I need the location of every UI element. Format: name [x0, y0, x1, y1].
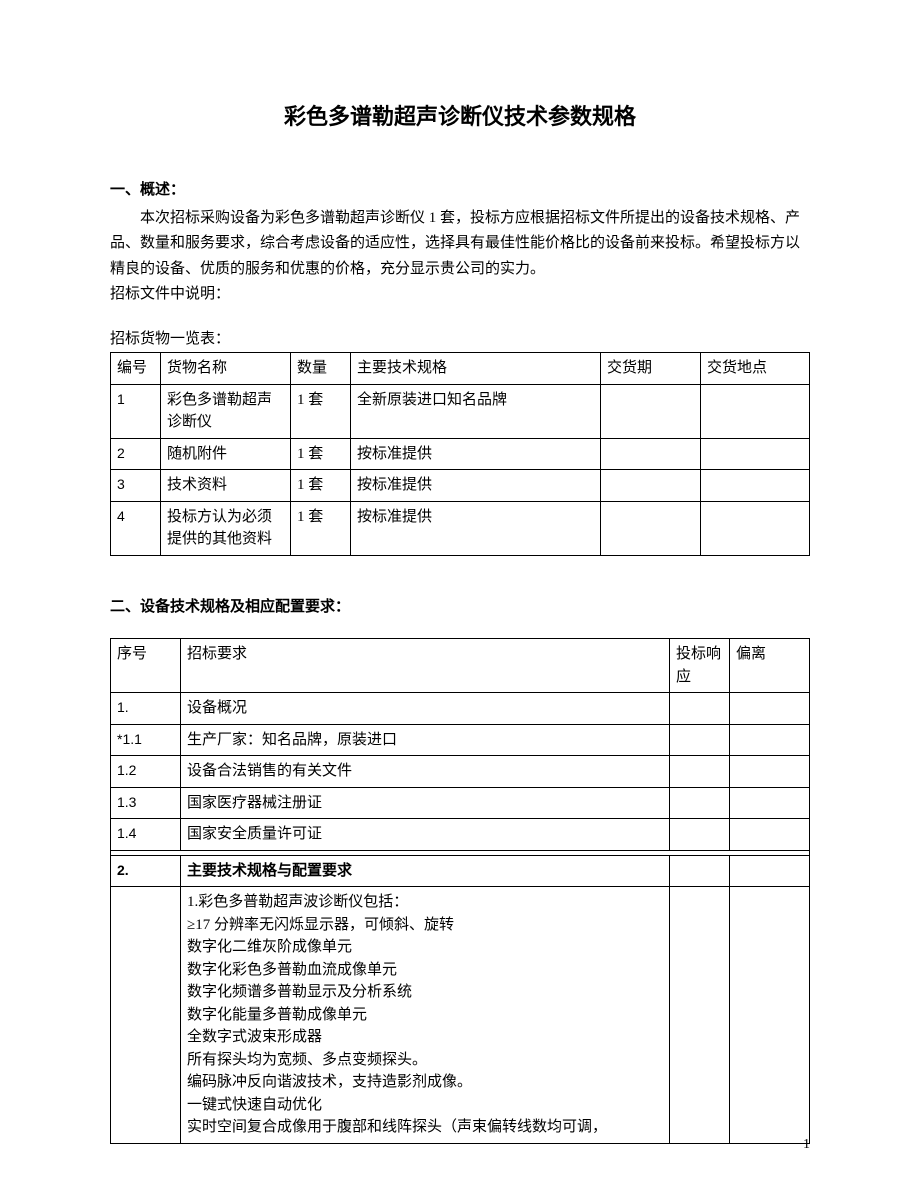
table-row: 1.4 国家安全质量许可证	[111, 819, 810, 851]
cell-resp	[670, 855, 730, 887]
cell-resp	[670, 887, 730, 1144]
cell-deliv	[601, 384, 701, 438]
table1-caption: 招标货物一览表：	[110, 328, 810, 351]
cell-req: 国家安全质量许可证	[181, 819, 670, 851]
spec-line: 数字化频谱多普勒显示及分析系统	[187, 981, 663, 1004]
table-row: *1.1 生产厂家：知名品牌，原装进口	[111, 724, 810, 756]
section1-para2: 招标文件中说明：	[110, 282, 810, 308]
section1-para1: 本次招标采购设备为彩色多谱勒超声诊断仪 1 套，投标方应根据招标文件所提出的设备…	[110, 206, 810, 283]
cell-req: 国家医疗器械注册证	[181, 787, 670, 819]
cell-seq: 1.	[111, 693, 181, 725]
cell-qty: 1 套	[291, 470, 351, 502]
table-row: 1.彩色多普勒超声波诊断仪包括： ≥17 分辨率无闪烁显示器，可倾斜、旋转 数字…	[111, 887, 810, 1144]
table-row: 3 技术资料 1 套 按标准提供	[111, 470, 810, 502]
cell-seq	[111, 887, 181, 1144]
cell-qty: 1 套	[291, 384, 351, 438]
cell-name: 投标方认为必须提供的其他资料	[161, 501, 291, 555]
spec-line: 一键式快速自动优化	[187, 1094, 663, 1117]
cell-req: 设备合法销售的有关文件	[181, 756, 670, 788]
cell-req: 主要技术规格与配置要求	[181, 855, 670, 887]
spec-line: 1.彩色多普勒超声波诊断仪包括：	[187, 891, 663, 914]
table-row: 2 随机附件 1 套 按标准提供	[111, 438, 810, 470]
th-id: 编号	[111, 353, 161, 385]
spec-line: 所有探头均为宽频、多点变频探头。	[187, 1049, 663, 1072]
cell-seq: 2.	[111, 855, 181, 887]
table-row: 4 投标方认为必须提供的其他资料 1 套 按标准提供	[111, 501, 810, 555]
cell-seq: *1.1	[111, 724, 181, 756]
cell-qty: 1 套	[291, 501, 351, 555]
cell-dev	[730, 693, 810, 725]
cell-dev	[730, 756, 810, 788]
cell-req: 设备概况	[181, 693, 670, 725]
cell-spec: 按标准提供	[351, 501, 601, 555]
spec-line: 全数字式波束形成器	[187, 1026, 663, 1049]
cell-name: 彩色多谱勒超声诊断仪	[161, 384, 291, 438]
table-row: 1. 设备概况	[111, 693, 810, 725]
cell-id: 3	[111, 470, 161, 502]
cell-deliv	[601, 501, 701, 555]
cell-resp	[670, 724, 730, 756]
th-place: 交货地点	[701, 353, 810, 385]
cell-dev	[730, 855, 810, 887]
cell-qty: 1 套	[291, 438, 351, 470]
th-deliv: 交货期	[601, 353, 701, 385]
cell-resp	[670, 819, 730, 851]
th-req: 招标要求	[181, 639, 670, 693]
cell-name: 随机附件	[161, 438, 291, 470]
table-row: 编号 货物名称 数量 主要技术规格 交货期 交货地点	[111, 353, 810, 385]
th-qty: 数量	[291, 353, 351, 385]
cell-spec: 按标准提供	[351, 438, 601, 470]
spec-table: 序号 招标要求 投标响应 偏离 1. 设备概况 *1.1 生产厂家：知名品牌，原…	[110, 638, 810, 1144]
cell-dev	[730, 887, 810, 1144]
spec-line: 数字化彩色多普勒血流成像单元	[187, 959, 663, 982]
cell-deliv	[601, 438, 701, 470]
cell-name: 技术资料	[161, 470, 291, 502]
cell-spec: 按标准提供	[351, 470, 601, 502]
cell-seq: 1.3	[111, 787, 181, 819]
spec-line: 编码脉冲反向谐波技术，支持造影剂成像。	[187, 1071, 663, 1094]
cell-req-spec: 1.彩色多普勒超声波诊断仪包括： ≥17 分辨率无闪烁显示器，可倾斜、旋转 数字…	[181, 887, 670, 1144]
th-spec: 主要技术规格	[351, 353, 601, 385]
table-row: 1 彩色多谱勒超声诊断仪 1 套 全新原装进口知名品牌	[111, 384, 810, 438]
cell-dev	[730, 787, 810, 819]
cell-id: 4	[111, 501, 161, 555]
spec-line: 数字化能量多普勒成像单元	[187, 1004, 663, 1027]
cell-deliv	[601, 470, 701, 502]
cell-resp	[670, 787, 730, 819]
th-resp: 投标响应	[670, 639, 730, 693]
cell-place	[701, 501, 810, 555]
cell-seq: 1.4	[111, 819, 181, 851]
table-row: 序号 招标要求 投标响应 偏离	[111, 639, 810, 693]
cell-place	[701, 438, 810, 470]
spec-line: 数字化二维灰阶成像单元	[187, 936, 663, 959]
cell-resp	[670, 693, 730, 725]
cell-dev	[730, 724, 810, 756]
th-name: 货物名称	[161, 353, 291, 385]
cell-spec: 全新原装进口知名品牌	[351, 384, 601, 438]
table-row: 1.3 国家医疗器械注册证	[111, 787, 810, 819]
cell-dev	[730, 819, 810, 851]
cell-place	[701, 470, 810, 502]
table-row: 1.2 设备合法销售的有关文件	[111, 756, 810, 788]
goods-table: 编号 货物名称 数量 主要技术规格 交货期 交货地点 1 彩色多谱勒超声诊断仪 …	[110, 352, 810, 556]
cell-seq: 1.2	[111, 756, 181, 788]
table-row: 2. 主要技术规格与配置要求	[111, 855, 810, 887]
section1-heading: 一、概述：	[110, 179, 810, 202]
cell-req: 生产厂家：知名品牌，原装进口	[181, 724, 670, 756]
spec-line: ≥17 分辨率无闪烁显示器，可倾斜、旋转	[187, 914, 663, 937]
cell-place	[701, 384, 810, 438]
doc-title: 彩色多谱勒超声诊断仪技术参数规格	[110, 100, 810, 133]
page-number: 1	[803, 1134, 810, 1155]
th-dev: 偏离	[730, 639, 810, 693]
cell-id: 2	[111, 438, 161, 470]
cell-resp	[670, 756, 730, 788]
spec-line: 实时空间复合成像用于腹部和线阵探头（声束偏转线数均可调，	[187, 1116, 663, 1139]
th-seq: 序号	[111, 639, 181, 693]
cell-id: 1	[111, 384, 161, 438]
section2-heading: 二、设备技术规格及相应配置要求：	[110, 596, 810, 619]
